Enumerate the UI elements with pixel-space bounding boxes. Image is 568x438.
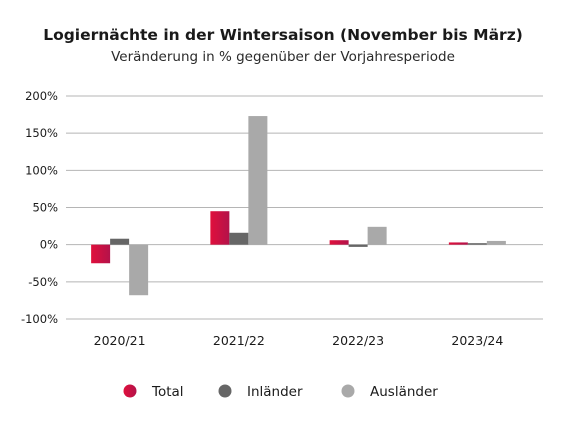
- bar-ausländer-2022/23: [367, 226, 387, 245]
- bar-ausländer-2023/24: [486, 240, 506, 245]
- x-axis-categories: 2020/21 2021/22 2022/23 2023/24: [94, 333, 504, 348]
- legend: Total Inländer Ausländer: [123, 384, 438, 400]
- chart-title: Logiernächte in der Wintersaison (Novemb…: [43, 26, 523, 44]
- legend-label-total: Total: [151, 384, 184, 400]
- bar-total-2020/21: [91, 244, 111, 264]
- bars: [91, 116, 506, 296]
- y-tick-label: -100%: [21, 312, 58, 326]
- y-axis-ticks: -100% -50% 0% 50% 100% 150% 200%: [21, 89, 58, 326]
- bar-inländer-2020/21: [110, 238, 130, 245]
- bar-ausländer-2020/21: [129, 244, 149, 296]
- bar-inländer-2023/24: [467, 243, 487, 245]
- legend-marker-ausländer: [341, 384, 355, 398]
- bar-total-2022/23: [329, 240, 349, 245]
- y-tick-label: 100%: [25, 163, 58, 177]
- y-tick-label: 0%: [40, 238, 58, 252]
- bar-total-2021/22: [210, 211, 230, 245]
- y-tick-label: 50%: [32, 201, 58, 215]
- legend-label-inländer: Inländer: [247, 384, 303, 400]
- x-category-label: 2023/24: [451, 333, 503, 348]
- y-tick-label: 150%: [25, 126, 58, 140]
- bar-total-2023/24: [448, 242, 468, 245]
- x-category-label: 2020/21: [94, 333, 146, 348]
- bar-inländer-2021/22: [229, 232, 249, 245]
- x-category-label: 2022/23: [332, 333, 384, 348]
- chart-subtitle: Veränderung in % gegenüber der Vorjahres…: [111, 49, 455, 65]
- bar-ausländer-2021/22: [248, 116, 268, 245]
- legend-label-ausländer: Ausländer: [370, 384, 438, 400]
- x-category-label: 2021/22: [213, 333, 265, 348]
- legend-marker-total: [123, 384, 137, 398]
- y-tick-label: -50%: [28, 275, 58, 289]
- y-tick-label: 200%: [25, 89, 58, 103]
- bar-inländer-2022/23: [348, 244, 368, 247]
- legend-marker-inländer: [218, 384, 232, 398]
